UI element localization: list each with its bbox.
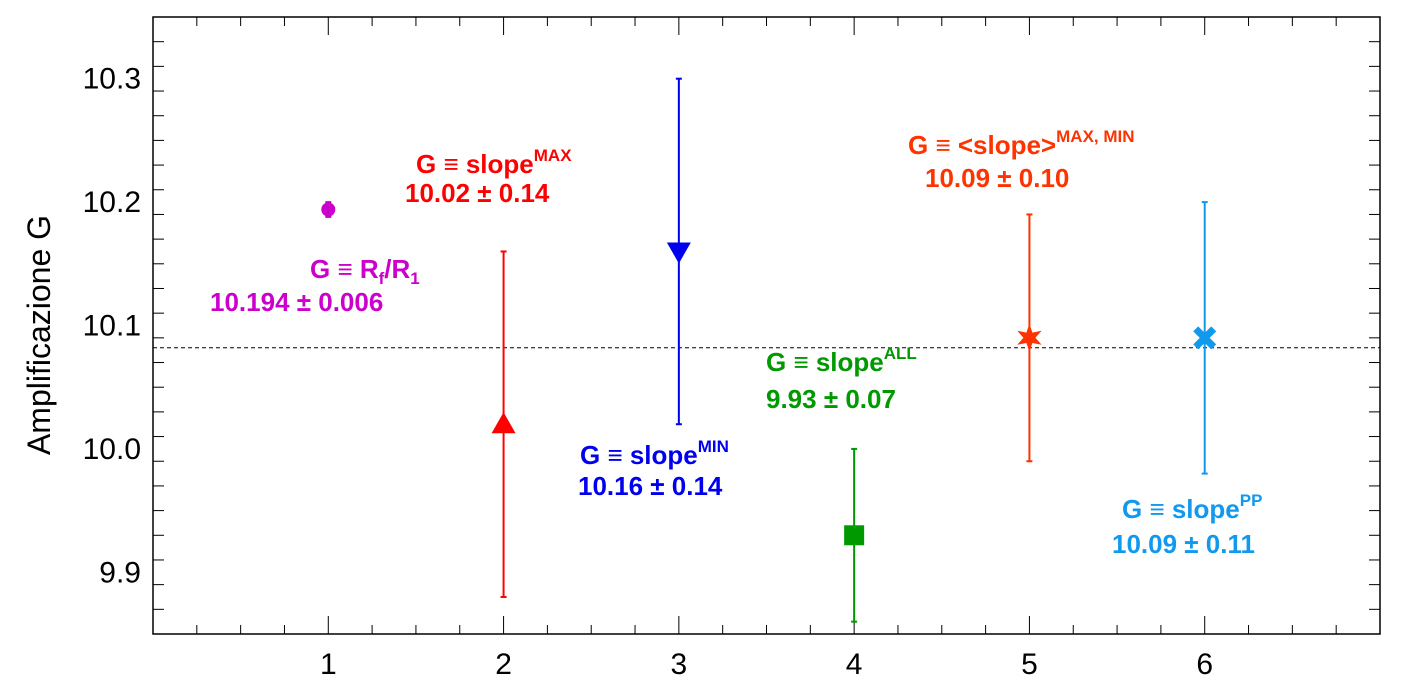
x-axis: 1 2 3 4 5 6 (152, 17, 1381, 681)
y-tick-label: 10.3 (83, 63, 141, 96)
annotation-prefix: G ≡ slope (416, 149, 534, 179)
annotation-formula: G ≡ slopeMAX (416, 146, 572, 179)
marker-triangle-up (491, 412, 516, 434)
x-tick-label: 4 (846, 648, 863, 681)
annotation-formula: G ≡ slopePP (1122, 491, 1262, 524)
y-axis: 9.9 10.0 10.1 10.2 10.3 (83, 16, 1380, 635)
annotation-formula: G ≡ <slope>MAX, MIN (908, 127, 1135, 160)
data-point (844, 447, 865, 623)
x-tick-label: 6 (1196, 648, 1213, 681)
y-tick-label: 10.1 (83, 310, 141, 343)
data-point (666, 77, 691, 426)
annotation-superscript: PP (1240, 491, 1263, 510)
annotation-value: 10.02 ± 0.14 (405, 178, 550, 208)
annotation-prefix: G ≡ slope (1122, 494, 1240, 524)
marker-cross-b (1193, 326, 1217, 350)
annotation-prefix: G ≡ slope (766, 347, 884, 377)
annotation: G ≡ slopeALL 9.93 ± 0.07 (766, 344, 917, 414)
annotation-prefix: G ≡ R (310, 254, 379, 284)
annotation-formula: G ≡ slopeALL (766, 344, 917, 377)
data-point (1193, 201, 1217, 475)
y-tick-label: 10.0 (83, 433, 141, 466)
data-series (321, 77, 1217, 623)
x-tick-label: 1 (320, 648, 337, 681)
x-tick-label: 5 (1021, 648, 1038, 681)
annotation-superscript: ALL (884, 344, 917, 363)
marker-circle (321, 202, 336, 217)
annotation-value: 9.93 ± 0.07 (766, 384, 896, 414)
annotation-subscript: 1 (410, 269, 419, 288)
annotation-superscript: MIN (698, 437, 729, 456)
annotation-superscript: MAX (534, 146, 572, 165)
annotation-value: 10.09 ± 0.11 (1112, 529, 1255, 559)
annotation-value: 10.09 ± 0.10 (925, 163, 1069, 193)
annotation-value: 10.16 ± 0.14 (578, 471, 723, 501)
x-tick-label: 2 (495, 648, 512, 681)
annotation-prefix: G ≡ <slope> (908, 130, 1056, 160)
data-point (491, 250, 516, 598)
y-tick-label: 10.2 (83, 186, 141, 219)
data-point (321, 201, 336, 218)
annotation-subscript: f (379, 269, 385, 288)
annotation: G ≡ slopePP 10.09 ± 0.11 (1112, 491, 1262, 559)
y-tick-label: 9.9 (99, 556, 141, 589)
annotation-mid: /R (384, 254, 410, 284)
marker-triangle-down (666, 242, 691, 264)
annotation-superscript: MAX, MIN (1056, 127, 1134, 146)
y-axis-title: Amplificazione G (21, 215, 57, 455)
annotation-formula: G ≡ slopeMIN (580, 437, 729, 470)
annotation-value: 10.194 ± 0.006 (210, 287, 383, 317)
annotation-formula: G ≡ Rf/R1 (310, 254, 420, 288)
data-point (1017, 213, 1042, 463)
annotation-prefix: G ≡ slope (580, 440, 698, 470)
marker-square (844, 525, 865, 546)
marker-star (1017, 323, 1042, 352)
x-tick-label: 3 (671, 648, 688, 681)
